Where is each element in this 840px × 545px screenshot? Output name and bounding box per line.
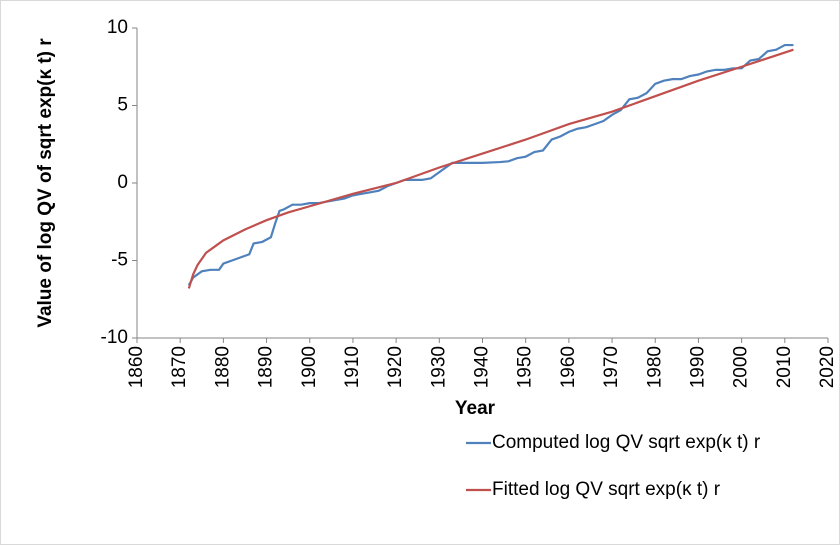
series-line xyxy=(187,43,794,286)
x-tick-label: 1900 xyxy=(299,346,320,388)
x-tick-label: 1940 xyxy=(472,346,493,388)
x-tick-label: 2010 xyxy=(774,346,795,388)
x-tick-label: 1890 xyxy=(256,346,277,388)
y-tick-label: 5 xyxy=(117,95,128,116)
x-tick-label: 1990 xyxy=(687,346,708,388)
legend-label: Computed log QV sqrt exp(κ t) r xyxy=(492,432,761,453)
x-tick-label: 1970 xyxy=(601,346,622,388)
y-tick-label: 0 xyxy=(117,172,128,193)
x-tick-label: 1870 xyxy=(169,346,190,388)
x-tick-label: 1930 xyxy=(428,346,449,388)
x-tick-label: 2000 xyxy=(731,346,752,388)
x-tick-label: 1920 xyxy=(385,346,406,388)
series-line xyxy=(187,48,794,289)
y-tick-label: 10 xyxy=(107,17,128,38)
x-tick-label: 1860 xyxy=(126,346,147,388)
x-tick-label: 2020 xyxy=(817,346,838,388)
x-tick-label: 1880 xyxy=(212,346,233,388)
x-tick-label: 1950 xyxy=(515,346,536,388)
y-tick-label: -10 xyxy=(101,327,128,348)
y-tick-label: -5 xyxy=(111,250,128,271)
x-tick-label: 1960 xyxy=(558,346,579,388)
y-axis-label: Value of log QV of sqrt exp(κ t) r xyxy=(35,38,56,328)
x-tick-label: 1910 xyxy=(342,346,363,388)
x-tick-label: 1980 xyxy=(644,346,665,388)
x-axis-label: Year xyxy=(455,398,496,419)
legend-label: Fitted log QV sqrt exp(κ t) r xyxy=(492,479,721,500)
